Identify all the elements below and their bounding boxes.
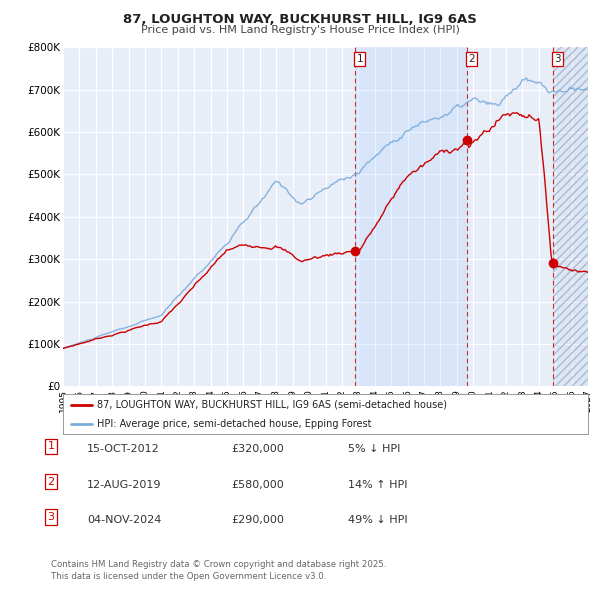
Text: 14% ↑ HPI: 14% ↑ HPI [348, 480, 407, 490]
Text: Price paid vs. HM Land Registry's House Price Index (HPI): Price paid vs. HM Land Registry's House … [140, 25, 460, 35]
Text: 1: 1 [356, 54, 363, 64]
Text: 04-NOV-2024: 04-NOV-2024 [87, 515, 161, 525]
Text: Contains HM Land Registry data © Crown copyright and database right 2025.
This d: Contains HM Land Registry data © Crown c… [51, 560, 386, 581]
Bar [553, 47, 588, 386]
Bar [553, 47, 588, 386]
Text: HPI: Average price, semi-detached house, Epping Forest: HPI: Average price, semi-detached house,… [97, 419, 371, 428]
Text: 87, LOUGHTON WAY, BUCKHURST HILL, IG9 6AS: 87, LOUGHTON WAY, BUCKHURST HILL, IG9 6A… [123, 13, 477, 26]
Text: 3: 3 [554, 54, 561, 64]
Bar [355, 47, 467, 386]
Text: 2: 2 [469, 54, 475, 64]
Text: 15-OCT-2012: 15-OCT-2012 [87, 444, 160, 454]
Text: 12-AUG-2019: 12-AUG-2019 [87, 480, 161, 490]
Text: 1: 1 [47, 441, 55, 451]
Text: 87, LOUGHTON WAY, BUCKHURST HILL, IG9 6AS (semi-detached house): 87, LOUGHTON WAY, BUCKHURST HILL, IG9 6A… [97, 400, 447, 410]
Text: 5% ↓ HPI: 5% ↓ HPI [348, 444, 400, 454]
Text: £320,000: £320,000 [231, 444, 284, 454]
Text: 2: 2 [47, 477, 55, 487]
Text: £290,000: £290,000 [231, 515, 284, 525]
Text: 49% ↓ HPI: 49% ↓ HPI [348, 515, 407, 525]
Text: 3: 3 [47, 512, 55, 522]
Text: £580,000: £580,000 [231, 480, 284, 490]
